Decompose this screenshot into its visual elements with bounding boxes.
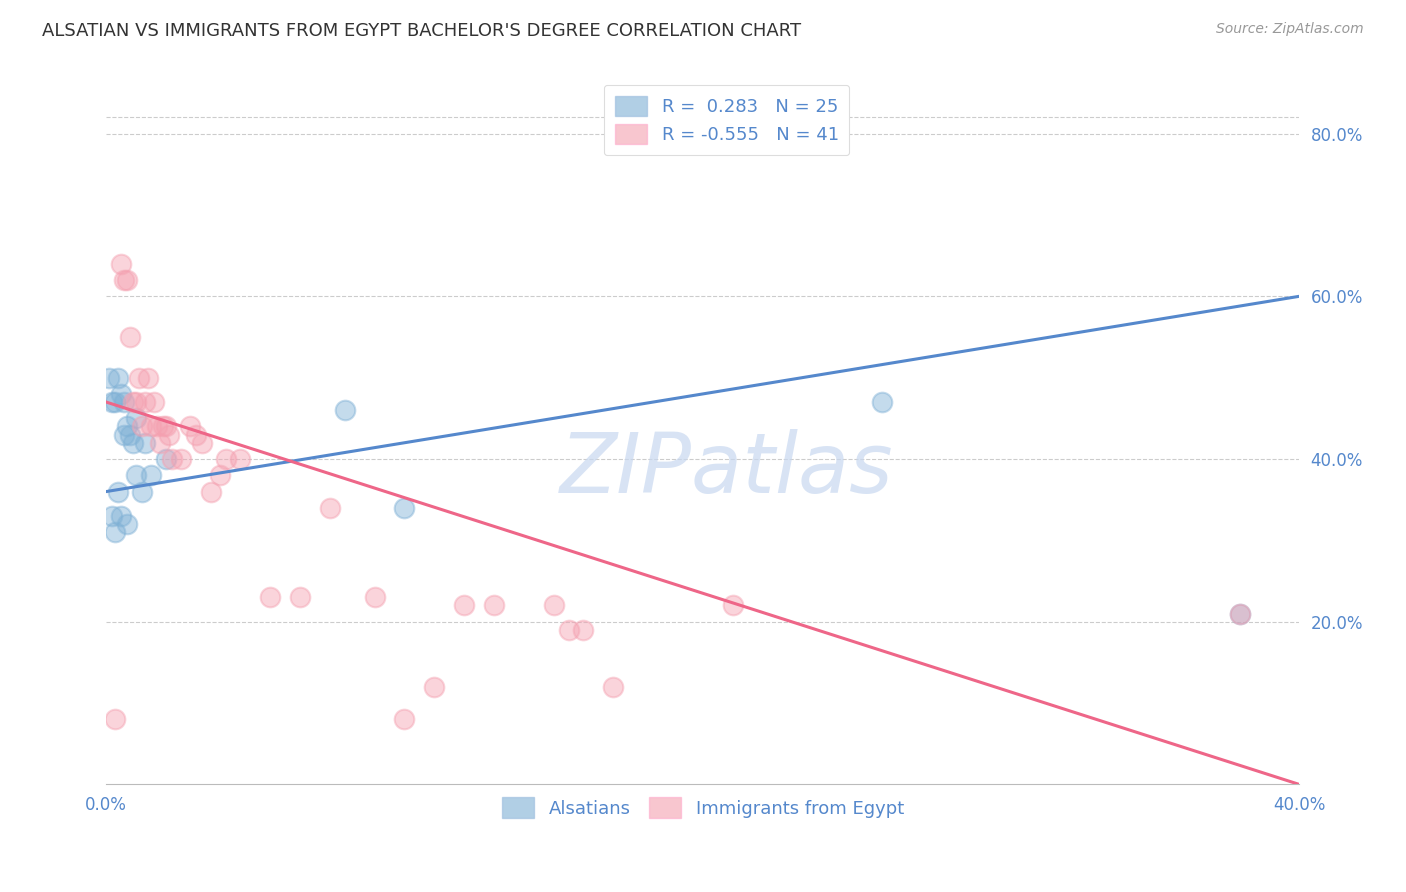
Text: ZIPatlas: ZIPatlas	[560, 429, 893, 510]
Point	[112, 273, 135, 287]
Point	[98, 370, 121, 384]
Point	[104, 712, 127, 726]
Legend: Alsatians, Immigrants from Egypt: Alsatians, Immigrants from Egypt	[495, 790, 911, 825]
Point	[259, 591, 281, 605]
Point	[453, 599, 475, 613]
Point	[157, 427, 180, 442]
Point	[120, 427, 142, 442]
Point	[131, 419, 153, 434]
Point	[128, 370, 150, 384]
Point	[104, 395, 127, 409]
Point	[131, 484, 153, 499]
Point	[122, 435, 145, 450]
Point	[101, 395, 124, 409]
Text: Source: ZipAtlas.com: Source: ZipAtlas.com	[1216, 22, 1364, 37]
Point	[115, 419, 138, 434]
Point	[139, 468, 162, 483]
Point	[557, 623, 579, 637]
Point	[333, 403, 356, 417]
Point	[190, 435, 212, 450]
Point	[134, 435, 156, 450]
Point	[107, 370, 129, 384]
Point	[125, 395, 148, 409]
Point	[149, 435, 172, 450]
Point	[107, 484, 129, 499]
Point	[170, 452, 193, 467]
Point	[136, 370, 159, 384]
Point	[870, 395, 893, 409]
Point	[112, 427, 135, 442]
Point	[394, 712, 416, 726]
Point	[134, 395, 156, 409]
Text: ALSATIAN VS IMMIGRANTS FROM EGYPT BACHELOR'S DEGREE CORRELATION CHART: ALSATIAN VS IMMIGRANTS FROM EGYPT BACHEL…	[42, 22, 801, 40]
Point	[104, 525, 127, 540]
Point	[139, 419, 162, 434]
Point	[110, 508, 132, 523]
Point	[146, 419, 169, 434]
Point	[110, 257, 132, 271]
Point	[319, 500, 342, 515]
Point	[543, 599, 565, 613]
Point	[229, 452, 252, 467]
Point	[572, 623, 595, 637]
Point	[423, 680, 446, 694]
Point	[115, 273, 138, 287]
Point	[482, 599, 505, 613]
Point	[152, 419, 174, 434]
Point	[208, 468, 231, 483]
Point	[1229, 607, 1251, 621]
Point	[602, 680, 624, 694]
Point	[155, 452, 177, 467]
Point	[143, 395, 166, 409]
Point	[200, 484, 222, 499]
Point	[115, 517, 138, 532]
Point	[394, 500, 416, 515]
Point	[288, 591, 311, 605]
Point	[110, 387, 132, 401]
Point	[160, 452, 183, 467]
Point	[179, 419, 201, 434]
Point	[363, 591, 385, 605]
Point	[112, 395, 135, 409]
Point	[120, 330, 142, 344]
Point	[122, 395, 145, 409]
Point	[125, 468, 148, 483]
Point	[721, 599, 744, 613]
Point	[125, 411, 148, 425]
Point	[1229, 607, 1251, 621]
Point	[155, 419, 177, 434]
Point	[184, 427, 207, 442]
Point	[101, 508, 124, 523]
Point	[214, 452, 236, 467]
